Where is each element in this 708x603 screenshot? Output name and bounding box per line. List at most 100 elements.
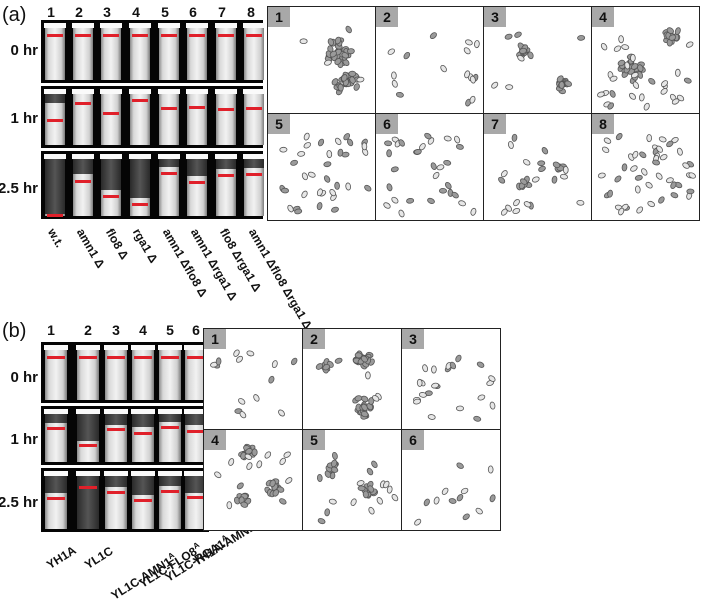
tube-meniscus bbox=[72, 23, 94, 28]
tube-suspension bbox=[216, 89, 236, 145]
yeast-cell bbox=[666, 140, 674, 148]
tube-meniscus bbox=[184, 471, 208, 476]
yeast-cell bbox=[301, 190, 308, 199]
culture-tube bbox=[215, 23, 237, 80]
culture-tube bbox=[184, 409, 208, 462]
yeast-cell bbox=[671, 98, 680, 105]
yeast-cell bbox=[519, 47, 527, 54]
yeast-cell bbox=[658, 196, 665, 204]
yeast-cell bbox=[514, 31, 522, 38]
sediment-marker bbox=[189, 181, 205, 184]
culture-tube bbox=[44, 409, 68, 462]
tube-meniscus bbox=[104, 409, 128, 414]
tube-meniscus bbox=[131, 345, 155, 350]
yeast-cell bbox=[531, 176, 540, 183]
yeast-cells-image bbox=[214, 443, 293, 510]
yeast-cell bbox=[432, 171, 440, 180]
sediment-marker bbox=[161, 34, 177, 37]
sediment-marker bbox=[79, 356, 97, 359]
yeast-cell bbox=[597, 91, 605, 98]
yeast-cell bbox=[332, 451, 338, 460]
yeast-cell bbox=[449, 361, 457, 370]
tube-suspension bbox=[73, 89, 93, 145]
culture-tube bbox=[44, 471, 68, 529]
yeast-cell bbox=[316, 474, 323, 482]
sediment-marker bbox=[246, 107, 262, 110]
yeast-cell bbox=[443, 159, 452, 166]
yeast-cells-image bbox=[597, 27, 694, 111]
yeast-cell bbox=[301, 172, 308, 181]
yeast-cell bbox=[470, 75, 476, 84]
tube-meniscus bbox=[44, 345, 68, 350]
yeast-cell bbox=[233, 349, 240, 357]
micrograph-number-badge: 5 bbox=[303, 430, 325, 450]
yeast-cell bbox=[391, 494, 399, 502]
tube-suspension bbox=[45, 89, 65, 145]
culture-tube bbox=[44, 89, 66, 145]
yeast-cell bbox=[488, 375, 496, 382]
yeast-cell bbox=[356, 76, 365, 83]
strain-label: flo8 Δ bbox=[102, 226, 132, 262]
culture-tube bbox=[76, 471, 100, 529]
yeast-cell bbox=[343, 133, 351, 141]
yeast-cell bbox=[347, 138, 354, 147]
yeast-cell bbox=[634, 174, 643, 181]
yeast-cell bbox=[253, 394, 260, 402]
yeast-cell bbox=[324, 59, 332, 66]
tube-suspension bbox=[159, 89, 179, 145]
yeast-cell bbox=[674, 68, 681, 77]
culture-tube bbox=[215, 154, 237, 216]
yeast-cell bbox=[337, 83, 344, 92]
yeast-cell bbox=[269, 479, 276, 488]
yeast-cell bbox=[334, 357, 343, 364]
cleared-supernatant bbox=[185, 471, 207, 493]
yeast-cell bbox=[460, 487, 469, 495]
yeast-cell bbox=[366, 467, 374, 476]
tube-meniscus bbox=[104, 471, 128, 476]
yeast-cell bbox=[360, 355, 368, 363]
yeast-cell bbox=[660, 80, 669, 87]
yeast-cell bbox=[455, 144, 464, 150]
tube-suspension bbox=[73, 23, 93, 80]
micrograph-number-badge: 8 bbox=[592, 114, 614, 134]
yeast-cell bbox=[246, 462, 253, 470]
yeast-cell bbox=[519, 178, 528, 185]
yeast-cell bbox=[371, 460, 378, 468]
tube-meniscus bbox=[243, 89, 265, 94]
micrograph-panel: 4 bbox=[591, 6, 700, 114]
yeast-cell bbox=[465, 39, 473, 46]
yeast-cell bbox=[214, 471, 222, 479]
yeast-cell bbox=[682, 162, 690, 169]
yeast-cell bbox=[361, 403, 368, 412]
yeast-cell bbox=[609, 90, 616, 98]
yeast-cell bbox=[299, 38, 308, 45]
micrograph-panel: 5 bbox=[267, 113, 376, 221]
lane-number: 5 bbox=[166, 322, 174, 338]
sediment-marker bbox=[218, 108, 234, 111]
yeast-cell bbox=[512, 207, 521, 215]
yeast-cell bbox=[658, 136, 667, 143]
micrograph-number-badge: 1 bbox=[268, 7, 290, 27]
tube-meniscus bbox=[215, 154, 237, 159]
yeast-cell bbox=[317, 518, 326, 525]
sediment-marker bbox=[161, 107, 177, 110]
yeast-cell bbox=[386, 149, 392, 158]
yeast-cell bbox=[556, 75, 564, 83]
yeast-cell bbox=[316, 202, 323, 211]
tube-meniscus bbox=[158, 471, 182, 476]
yeast-cell bbox=[683, 77, 692, 84]
yeast-cell bbox=[416, 378, 423, 387]
yeast-cell bbox=[630, 63, 639, 70]
tube-meniscus bbox=[158, 89, 180, 94]
lane-number: 6 bbox=[189, 4, 197, 20]
yeast-cell bbox=[552, 161, 561, 169]
micrograph-number-badge: 6 bbox=[402, 430, 424, 450]
yeast-cell bbox=[239, 411, 247, 419]
culture-tube bbox=[131, 345, 155, 400]
tube-meniscus bbox=[44, 23, 66, 28]
lane-number: 4 bbox=[132, 4, 140, 20]
culture-tube bbox=[100, 154, 122, 216]
sediment-marker bbox=[189, 106, 205, 109]
time-point-label: 2.5 hr bbox=[0, 180, 38, 197]
yeast-cells-image bbox=[315, 350, 382, 420]
